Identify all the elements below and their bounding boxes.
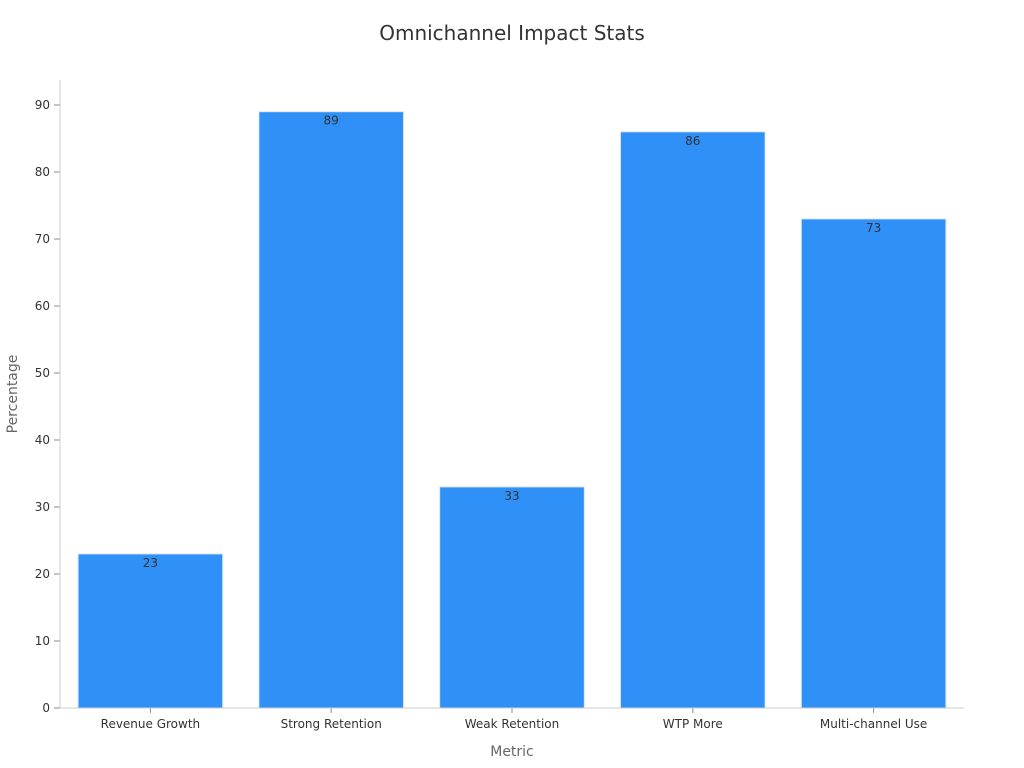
bar-multi-channel-use [800, 218, 947, 709]
y-tick-label: 10 [35, 634, 50, 648]
bar-weak-retention [439, 486, 585, 709]
bar-strong-retention [258, 111, 405, 709]
bar-value-label: 86 [685, 134, 700, 148]
y-tick-label: 30 [35, 500, 50, 514]
x-tick-label: Multi-channel Use [820, 717, 927, 731]
bars-group: 23 89 33 86 73 [77, 111, 947, 709]
y-tick-label: 70 [35, 232, 50, 246]
x-tick-label: Strong Retention [281, 717, 382, 731]
y-tick-label: 60 [35, 299, 50, 313]
bar-value-label: 23 [143, 556, 158, 570]
y-tick-label: 0 [42, 701, 50, 715]
y-axis-label: Percentage [5, 355, 21, 434]
y-tick-label: 20 [35, 567, 50, 581]
bar-value-label: 73 [866, 221, 881, 235]
x-tick-label: Weak Retention [465, 717, 560, 731]
x-tick-label: Revenue Growth [101, 717, 201, 731]
y-tick-label: 40 [35, 433, 50, 447]
y-tick-label: 90 [35, 98, 50, 112]
y-axis-ticks: 0 10 20 30 40 50 60 70 80 90 [35, 98, 60, 715]
x-axis-ticks: Revenue Growth Strong Retention Weak Reten… [101, 708, 927, 731]
y-tick-label: 50 [35, 366, 50, 380]
chart-title: Omnichannel Impact Stats [379, 21, 645, 45]
bar-value-label: 33 [504, 489, 519, 503]
bar-wtp-more [619, 131, 766, 709]
bar-revenue-growth [77, 553, 224, 709]
x-tick-label: WTP More [663, 717, 723, 731]
x-axis-label: Metric [490, 744, 534, 760]
y-tick-label: 80 [35, 165, 50, 179]
bar-value-label: 89 [324, 114, 339, 128]
